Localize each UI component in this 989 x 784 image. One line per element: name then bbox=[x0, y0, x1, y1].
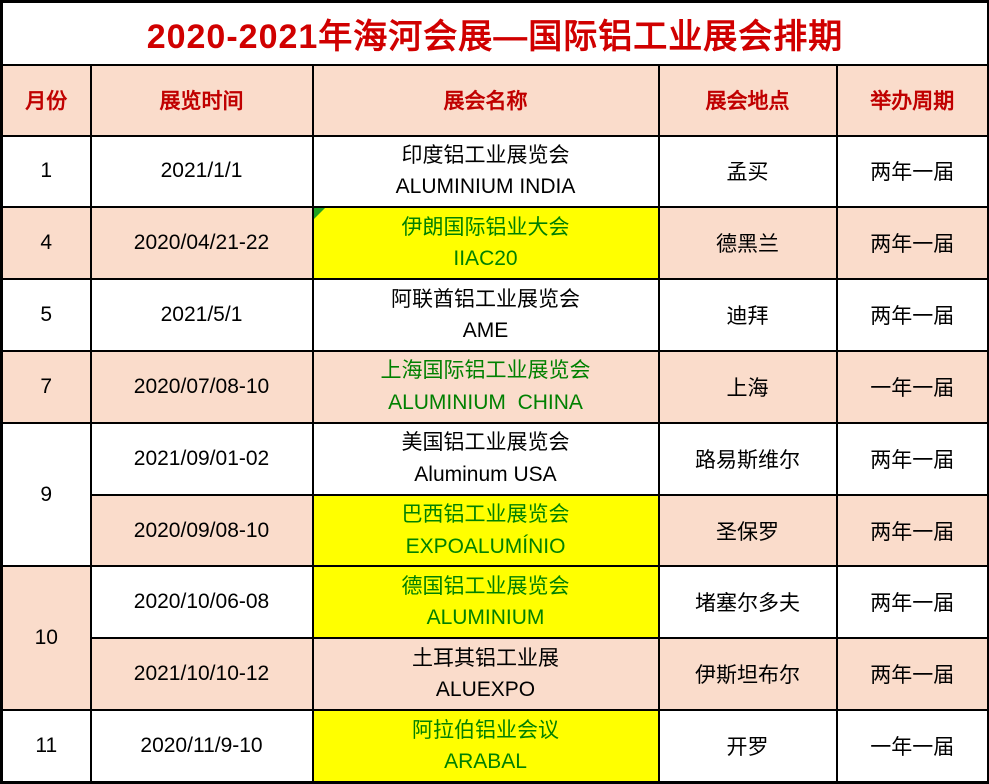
exhibition-name-cell: 上海国际铝工业展览会 ALUMINIUM CHINA bbox=[311, 349, 660, 424]
table-row: 10 2020/10/06-08 德国铝工业展览会 ALUMINIUM 堵塞尔多… bbox=[0, 565, 989, 712]
exhibition-name-cell: 印度铝工业展览会 ALUMINIUM INDIA bbox=[311, 134, 660, 209]
exhibition-name-cell: 阿联酋铝工业展览会 AME bbox=[311, 278, 660, 352]
exhibition-name-cell: 土耳其铝工业展 ALUEXPO bbox=[311, 637, 660, 712]
month-cell: 5 bbox=[0, 278, 92, 352]
place-cell: 伊斯坦布尔 bbox=[657, 637, 838, 712]
cycle-cell: 两年一届 bbox=[835, 493, 989, 568]
cycle-cell: 两年一届 bbox=[835, 637, 989, 712]
place-cell: 德黑兰 bbox=[657, 206, 838, 281]
date-cell: 2020/11/9-10 bbox=[89, 709, 314, 784]
month-cell: 4 bbox=[0, 206, 92, 281]
table-row: 4 2020/04/21-22 伊朗国际铝业大会 IIAC20 德黑兰 两年一届 bbox=[0, 206, 989, 281]
date-cell: 2020/07/08-10 bbox=[89, 349, 314, 424]
exhibition-name-en: ALUEXPO bbox=[435, 678, 536, 702]
cycle-cell: 一年一届 bbox=[835, 709, 989, 784]
title-row: 2020-2021年海河会展—国际铝工业展会排期 bbox=[0, 0, 989, 66]
exhibition-name-cn: 伊朗国际铝业大会 bbox=[401, 215, 570, 239]
header-row: 月份 展览时间 展会名称 展会地点 举办周期 bbox=[0, 63, 989, 137]
date-cell: 2021/1/1 bbox=[89, 134, 314, 209]
exhibition-name-en: Aluminum USA bbox=[414, 462, 557, 486]
cycle-cell: 两年一届 bbox=[835, 421, 989, 496]
date-cell: 2021/09/01-02 bbox=[89, 421, 314, 496]
exhibition-name-cn: 印度铝工业展览会 bbox=[401, 143, 570, 167]
table-row: 7 2020/07/08-10 上海国际铝工业展览会 ALUMINIUM CHI… bbox=[0, 349, 989, 424]
place-cell: 圣保罗 bbox=[657, 493, 838, 568]
place-cell: 路易斯维尔 bbox=[657, 421, 838, 496]
table-row: 11 2020/11/9-10 阿拉伯铝业会议 ARABAL 开罗 一年一届 bbox=[0, 709, 989, 784]
exhibition-name-cn: 德国铝工业展览会 bbox=[401, 574, 570, 598]
place-cell: 迪拜 bbox=[657, 278, 838, 352]
column-header-date: 展览时间 bbox=[89, 63, 314, 137]
cycle-cell: 两年一届 bbox=[835, 206, 989, 281]
date-cell: 2020/04/21-22 bbox=[89, 206, 314, 281]
exhibition-name-en: ALUMINIUM CHINA bbox=[388, 390, 583, 414]
place-cell: 上海 bbox=[657, 349, 838, 424]
table-row: 5 2021/5/1 阿联酋铝工业展览会 AME 迪拜 两年一届 bbox=[0, 278, 989, 352]
month-cell: 10 bbox=[0, 565, 92, 712]
cycle-cell: 两年一届 bbox=[835, 134, 989, 209]
exhibition-name-en: IIAC20 bbox=[453, 247, 518, 271]
exhibition-name-en: EXPOALUMÍNIO bbox=[405, 534, 566, 558]
table-row: 9 2021/09/01-02 美国铝工业展览会 Aluminum USA 路易… bbox=[0, 421, 989, 568]
month-cell: 1 bbox=[0, 134, 92, 209]
exhibition-name-cell: 巴西铝工业展览会 EXPOALUMÍNIO bbox=[311, 493, 660, 568]
cycle-cell: 两年一届 bbox=[835, 278, 989, 352]
table-row: 2020/09/08-10 巴西铝工业展览会 EXPOALUMÍNIO 圣保罗 … bbox=[2, 493, 989, 568]
page-title: 2020-2021年海河会展—国际铝工业展会排期 bbox=[0, 0, 989, 66]
exhibition-name-cell: 阿拉伯铝业会议 ARABAL bbox=[311, 709, 660, 784]
month-cell: 11 bbox=[0, 709, 92, 784]
exhibition-name-cell: 德国铝工业展览会 ALUMINIUM bbox=[311, 565, 660, 640]
exhibition-name-cn: 阿拉伯铝业会议 bbox=[412, 718, 559, 742]
column-header-cycle: 举办周期 bbox=[835, 63, 989, 137]
table-row: 1 2021/1/1 印度铝工业展览会 ALUMINIUM INDIA 孟买 两… bbox=[0, 134, 989, 209]
cycle-cell: 一年一届 bbox=[835, 349, 989, 424]
cycle-cell: 两年一届 bbox=[835, 565, 989, 640]
date-cell: 2021/10/10-12 bbox=[89, 637, 314, 712]
date-cell: 2020/09/08-10 bbox=[89, 493, 314, 568]
exhibition-name-cn: 阿联酋铝工业展览会 bbox=[391, 287, 580, 311]
date-cell: 2021/5/1 bbox=[89, 278, 314, 352]
column-header-month: 月份 bbox=[0, 63, 92, 137]
place-cell: 堵塞尔多夫 bbox=[657, 565, 838, 640]
exhibition-name-en: ALUMINIUM bbox=[426, 606, 545, 630]
exhibition-name-cn: 土耳其铝工业展 bbox=[412, 646, 559, 670]
exhibition-name-en: AME bbox=[462, 319, 509, 343]
cell-error-corner-icon bbox=[314, 209, 325, 220]
exhibition-name-cn: 巴西铝工业展览会 bbox=[401, 503, 570, 526]
month-cell: 7 bbox=[0, 349, 92, 424]
column-header-location: 展会地点 bbox=[657, 63, 838, 137]
table-row: 2021/10/10-12 土耳其铝工业展 ALUEXPO 伊斯坦布尔 两年一届 bbox=[2, 637, 989, 712]
exhibition-name-cn: 上海国际铝工业展览会 bbox=[380, 359, 591, 383]
exhibition-name-cell: 美国铝工业展览会 Aluminum USA bbox=[311, 421, 660, 496]
column-header-name: 展会名称 bbox=[311, 63, 660, 137]
place-cell: 开罗 bbox=[657, 709, 838, 784]
exhibition-name-cn: 美国铝工业展览会 bbox=[401, 431, 570, 455]
date-cell: 2020/10/06-08 bbox=[89, 565, 314, 640]
exhibition-name-en: ARABAL bbox=[444, 750, 527, 774]
month-cell: 9 bbox=[0, 421, 92, 568]
place-cell: 孟买 bbox=[657, 134, 838, 209]
exhibition-name-cell: 伊朗国际铝业大会 IIAC20 bbox=[311, 206, 660, 281]
exhibition-name-en: ALUMINIUM INDIA bbox=[395, 175, 576, 199]
